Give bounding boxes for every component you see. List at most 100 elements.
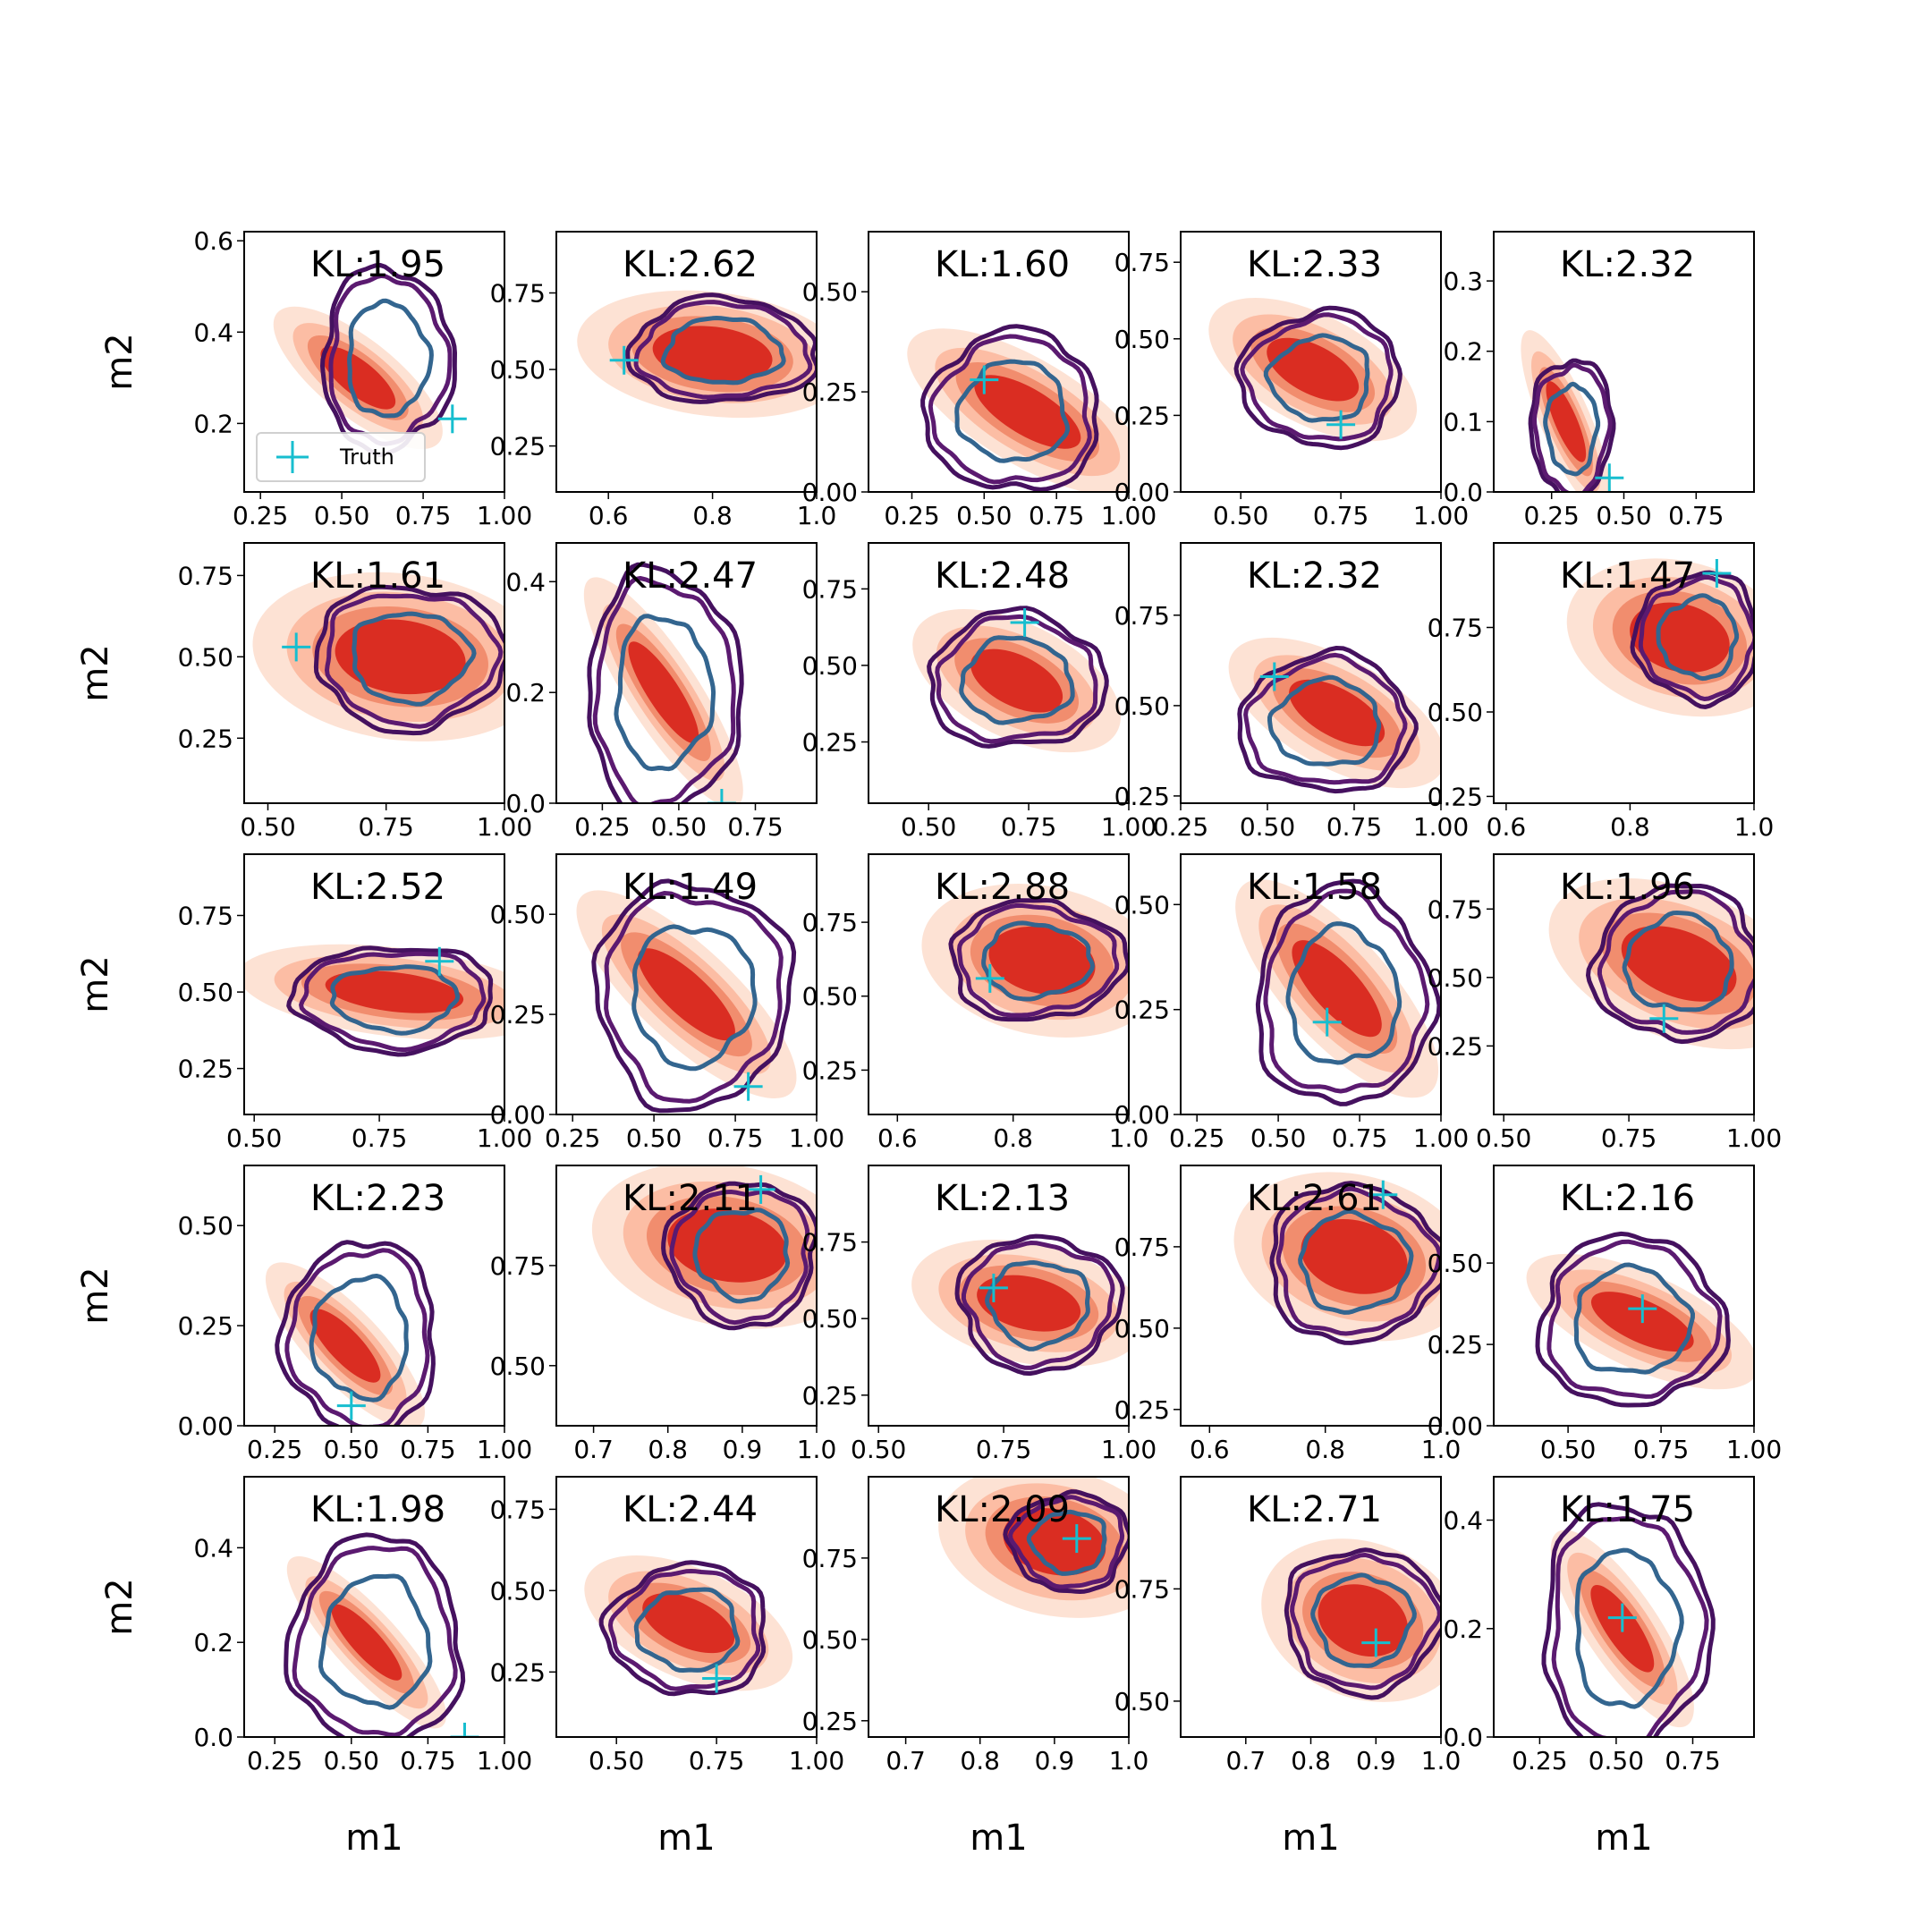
kde-fill-level-4: [1630, 602, 1730, 673]
kl-label: KL:2.62: [623, 244, 758, 285]
plot-area: [584, 1555, 793, 1697]
truth-marker: [609, 345, 639, 375]
x-tick-label: 0.8: [993, 1123, 1033, 1153]
kl-label: KL:2.61: [1247, 1178, 1382, 1219]
contour-line-middle: [299, 951, 487, 1053]
axes-frame: [555, 853, 818, 1115]
contour-line-outer: [591, 878, 797, 1114]
axes-frame: [1493, 542, 1755, 804]
kl-label: KL:1.61: [310, 555, 445, 597]
plot-area: [577, 290, 817, 419]
subplot-r1-c0: 0.50 0.75 1.00 0.25 0.50 0.75 KL:1.61: [178, 542, 532, 842]
x-tick-label: 0.75: [689, 1746, 744, 1775]
contour-line-outer: [927, 606, 1109, 749]
x-tick-label: 0.50: [1596, 501, 1651, 530]
y-tick-label: 0.25: [802, 1381, 858, 1411]
subplot-r3-c1: 0.7 0.8 0.9 1.0 0.50 0.75 KL:2.11: [490, 1165, 836, 1464]
contour-line-middle: [633, 300, 813, 400]
subplot-r3-c2: 0.50 0.75 1.00 0.25 0.50 0.75 KL:2.13: [802, 1165, 1157, 1464]
kl-label: KL:1.95: [310, 244, 445, 285]
y-tick-label: 0.00: [1114, 1100, 1170, 1130]
subplot-r0-c4: 0.25 0.50 0.75 0.0 0.1 0.2 0.3 KL:2.32: [1443, 231, 1755, 530]
kl-label: KL:2.16: [1560, 1178, 1695, 1219]
y-tick-label: 0.75: [1114, 1574, 1170, 1604]
contour-line-middle: [325, 593, 504, 729]
truth-marker: [979, 1273, 1008, 1302]
kl-label: KL:2.32: [1247, 555, 1382, 597]
x-tick-label: 0.75: [727, 812, 783, 842]
y-tick-label: 0.50: [178, 1211, 233, 1241]
contour-line-middle: [1263, 888, 1430, 1094]
plot-area: [1548, 877, 1754, 1050]
y-tick-label: 0.75: [1114, 601, 1170, 631]
x-tick-label: 0.25: [1524, 501, 1580, 530]
truth-marker: [707, 789, 736, 803]
y-tick-label: 0.25: [1114, 1395, 1170, 1425]
x-tick-label: 1.00: [1101, 1435, 1157, 1464]
y-tick-label: 0.50: [802, 651, 858, 681]
contour-line-outer: [1237, 646, 1419, 794]
plot-area: [284, 1532, 479, 1737]
contour-line-outer: [661, 1181, 817, 1331]
y-tick-label: 0.25: [178, 724, 233, 753]
contour-line-outer: [587, 562, 744, 803]
plot-area: [244, 944, 504, 1057]
y-tick-label: 0.2: [193, 409, 233, 438]
kde-fill-level-4: [325, 970, 464, 1013]
contour-line-inner: [347, 298, 434, 419]
x-tick-label: 0.7: [573, 1435, 614, 1464]
plot-area: [1228, 637, 1441, 794]
x-tick-label: 0.75: [708, 1123, 763, 1153]
x-tick-label: 0.50: [324, 1435, 379, 1464]
contour-line-outer: [598, 1560, 767, 1697]
y-tick-label: 0.4: [505, 567, 546, 597]
y-tick-label: 0.4: [193, 1533, 233, 1563]
kl-label: KL:2.13: [935, 1178, 1070, 1219]
contour-line-middle: [1290, 1553, 1441, 1690]
kl-label: KL:1.75: [1560, 1489, 1695, 1530]
y-tick-label: 0.50: [490, 1576, 546, 1606]
y-tick-label: 0.6: [193, 226, 233, 256]
y-tick-label: 0.00: [1114, 478, 1170, 507]
contour-line-outer: [1586, 883, 1754, 1045]
x-tick-label: 0.75: [1001, 812, 1056, 842]
x-tick-label: 0.75: [976, 1435, 1031, 1464]
contour-line-inner: [1298, 1208, 1414, 1315]
x-tick-label: 0.75: [1668, 501, 1724, 530]
contour-line-middle: [961, 1241, 1115, 1370]
y-tick-label: 0.50: [490, 1352, 546, 1381]
x-tick-label: 1.00: [1413, 501, 1469, 530]
truth-marker: [975, 963, 1004, 993]
contour-line-outer: [1284, 1547, 1441, 1700]
x-tick-label: 0.50: [956, 501, 1012, 530]
x-tick-label: 1.00: [1101, 501, 1157, 530]
y-tick-label: 0.75: [1114, 248, 1170, 277]
y-axis-label: m2: [75, 644, 116, 701]
x-tick-label: 0.75: [359, 812, 414, 842]
kl-label: KL:1.58: [1247, 867, 1382, 908]
y-tick-label: 0.00: [490, 1100, 546, 1130]
x-tick-label: 1.00: [477, 1746, 532, 1775]
subplot-r1-c1: 0.25 0.50 0.75 0.0 0.2 0.4 KL:2.47: [505, 542, 818, 842]
x-tick-label: 1.00: [1413, 812, 1469, 842]
y-tick-label: 0.2: [193, 1628, 233, 1657]
kde-fill-level-4: [1267, 337, 1360, 402]
x-tick-label: 0.8: [1305, 1435, 1345, 1464]
x-tick-label: 1.0: [1109, 1123, 1149, 1153]
contour-line-middle: [1546, 1239, 1723, 1399]
plot-area: [252, 572, 504, 741]
y-axis-label: m2: [75, 1267, 116, 1324]
x-tick-label: 0.75: [395, 501, 451, 530]
kl-label: KL:1.98: [310, 1489, 445, 1530]
plot-area: [911, 1233, 1129, 1377]
x-tick-label: 0.75: [1029, 501, 1084, 530]
contour-line-middle: [592, 576, 736, 803]
y-tick-label: 0.75: [802, 1228, 858, 1258]
contour-line-middle: [604, 891, 784, 1104]
x-tick-label: 0.75: [352, 1123, 407, 1153]
x-tick-label: 0.50: [314, 501, 369, 530]
subplot-r1-c2: 0.50 0.75 1.00 0.25 0.50 0.75 KL:2.48: [802, 542, 1157, 842]
contour-line-inner: [1263, 333, 1370, 423]
contour-line-outer: [1630, 570, 1754, 709]
